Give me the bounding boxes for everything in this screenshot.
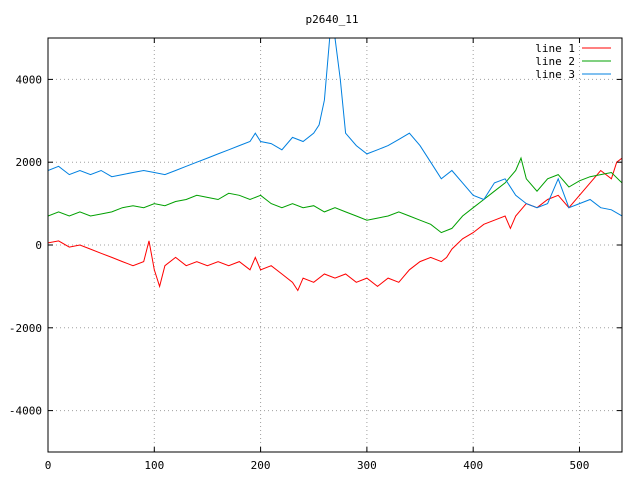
- grid: [48, 38, 622, 452]
- plot-series: [48, 38, 622, 292]
- chart-title: p2640_11: [306, 13, 359, 26]
- x-tick-label: 400: [463, 459, 483, 472]
- x-tick-label: 200: [251, 459, 271, 472]
- y-tick-label: -2000: [9, 322, 42, 335]
- x-tick-label: 0: [45, 459, 52, 472]
- series-line-2: [48, 156, 622, 234]
- legend-label: line 1: [535, 42, 575, 55]
- x-tick-label: 300: [357, 459, 377, 472]
- x-tick-label: 500: [570, 459, 590, 472]
- y-tick-label: 2000: [16, 156, 43, 169]
- plot-frame: [47, 37, 623, 453]
- series-line-1: [48, 157, 622, 292]
- y-tick-label: 0: [35, 239, 42, 252]
- legend-label: line 3: [535, 68, 575, 81]
- y-tick-label: -4000: [9, 405, 42, 418]
- legend-label: line 2: [535, 55, 575, 68]
- axis-ticks: 0 100 200 300 400 500 -4000 -2000 0 2000 4000: [9, 38, 622, 472]
- x-tick-label: 100: [144, 459, 164, 472]
- series-line-3: [48, 38, 622, 217]
- y-tick-label: 4000: [16, 73, 43, 86]
